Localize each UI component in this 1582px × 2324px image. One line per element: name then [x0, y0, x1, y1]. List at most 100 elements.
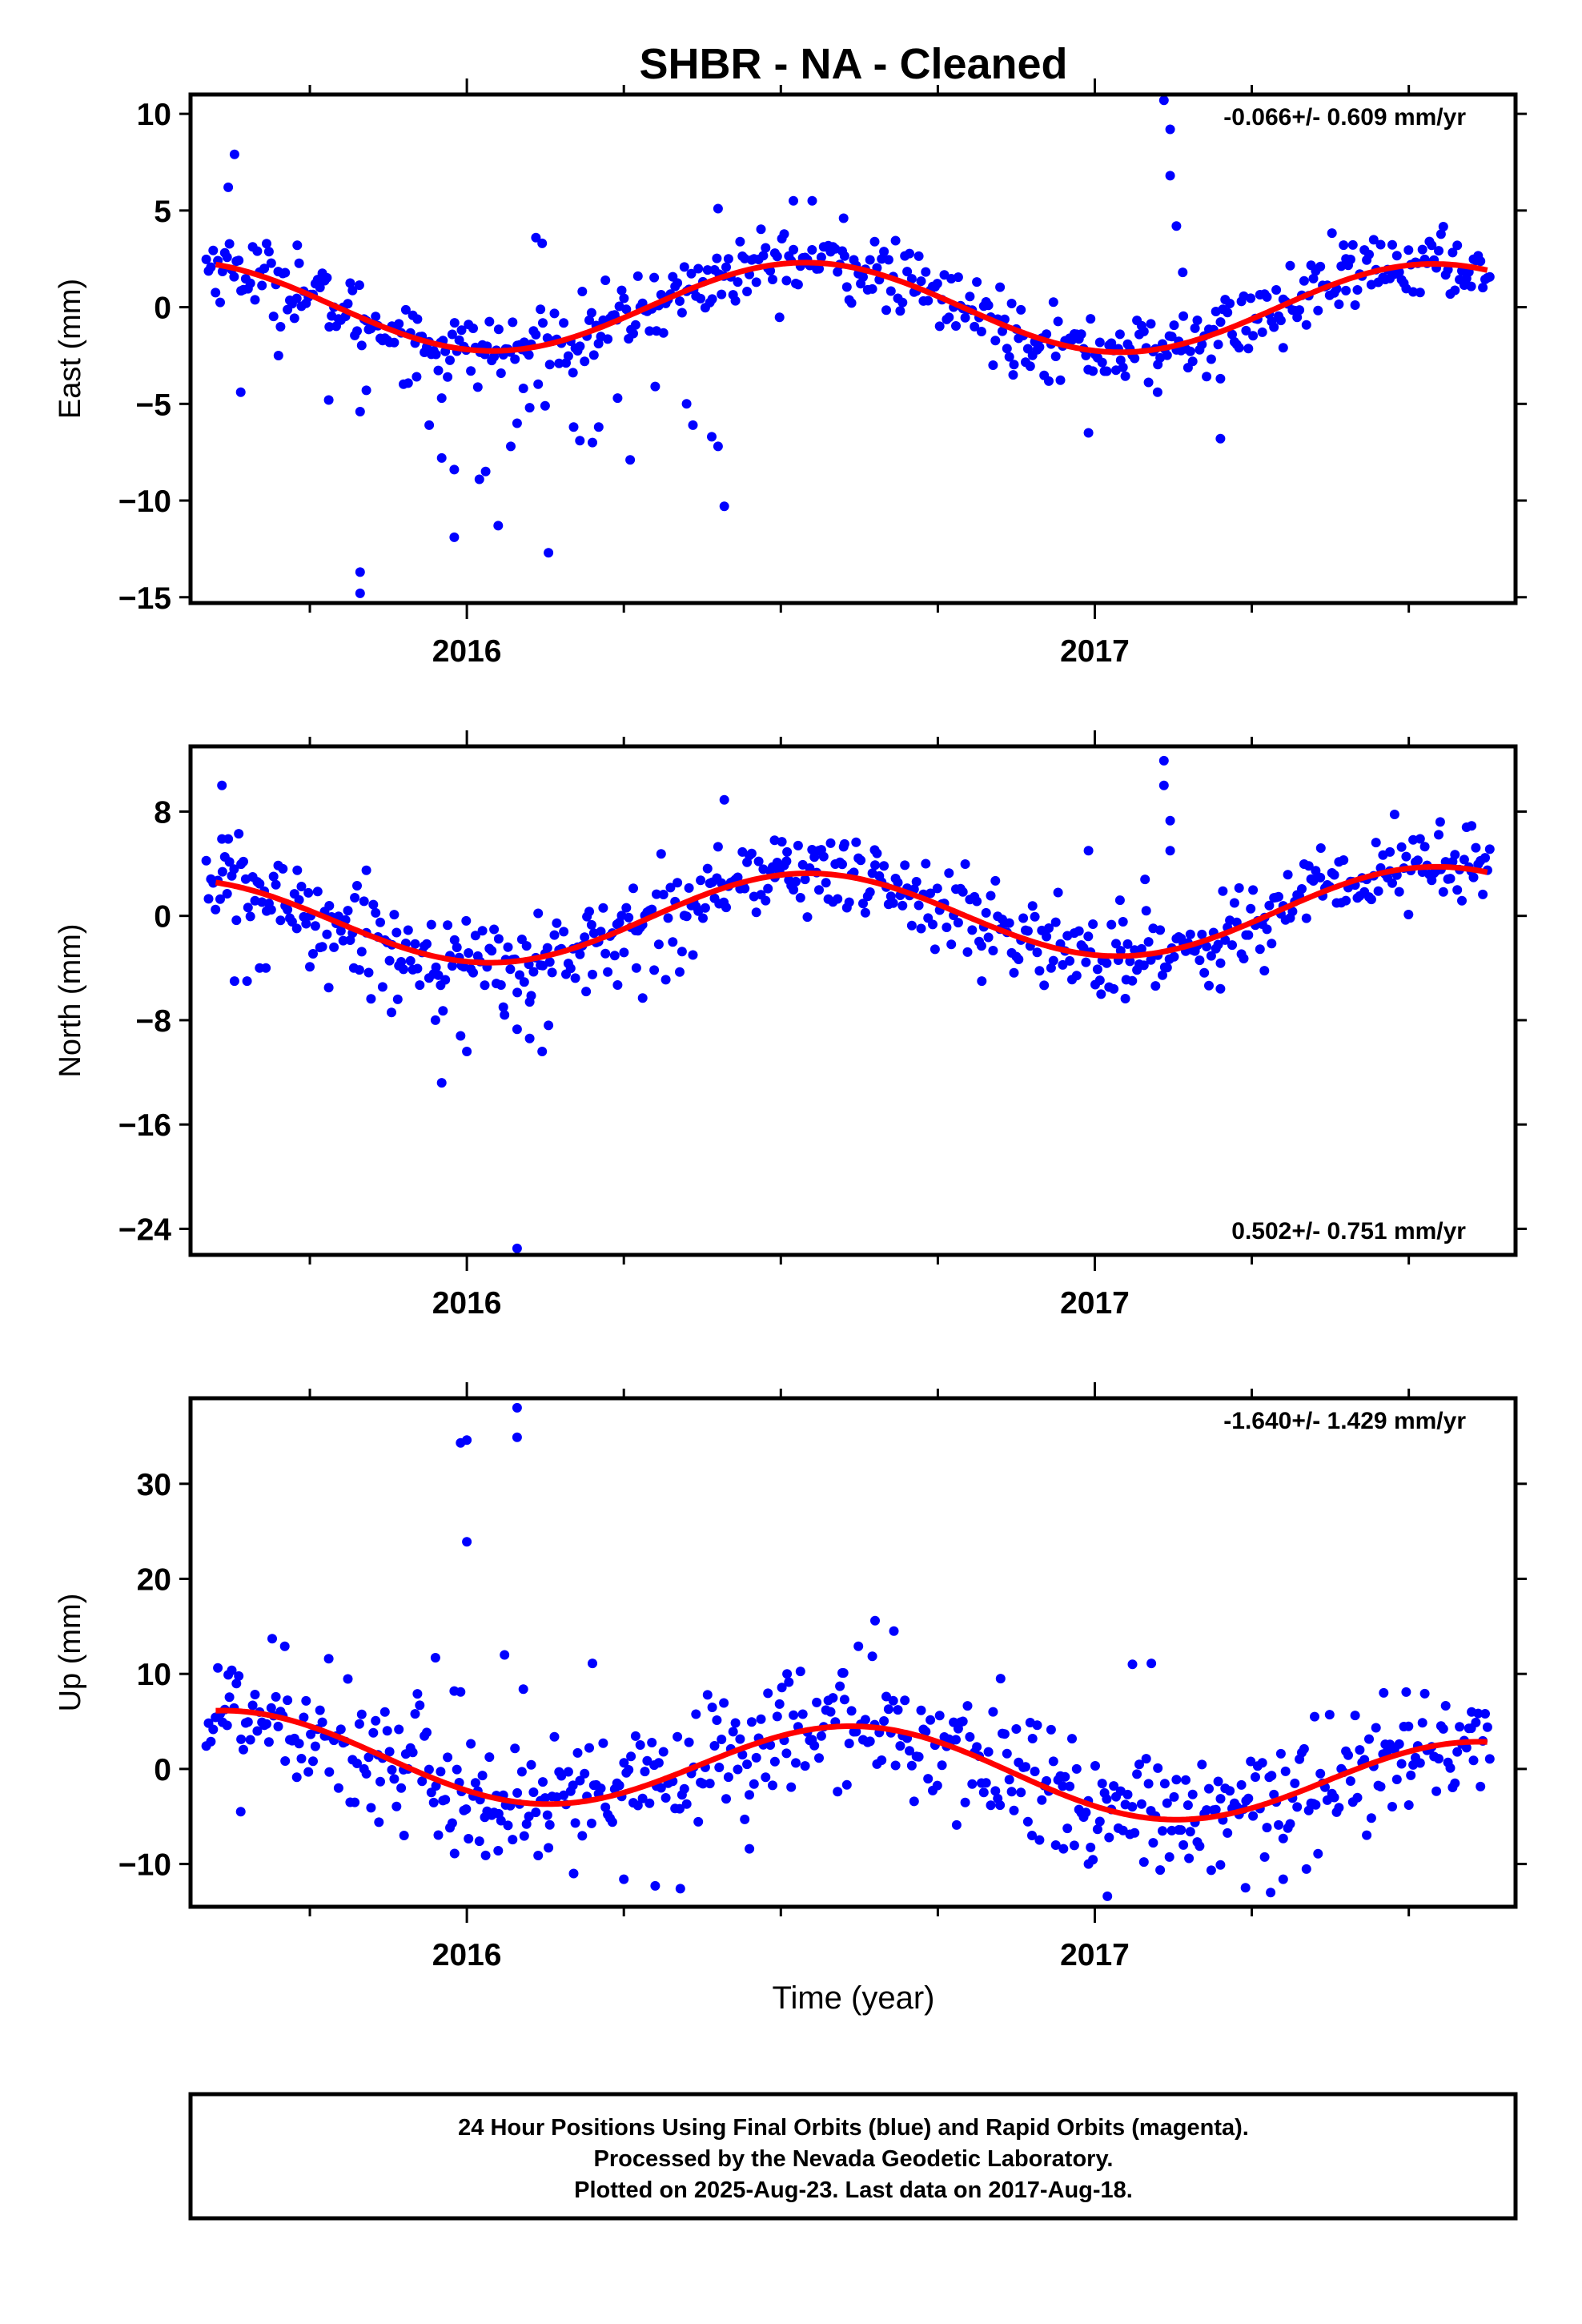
data-point: [675, 1884, 685, 1894]
y-tick-label: 0: [154, 900, 171, 935]
data-point: [371, 907, 381, 918]
up-y-axis-title: Up (mm): [54, 1594, 87, 1712]
data-point: [756, 1714, 766, 1724]
data-point: [301, 1695, 311, 1706]
data-point: [1055, 375, 1066, 385]
data-point: [1267, 939, 1277, 949]
footer-box: [188, 2092, 1518, 2221]
data-point: [354, 280, 364, 291]
data-point: [1341, 895, 1351, 906]
data-point: [1058, 1844, 1069, 1854]
data-point: [356, 947, 367, 957]
data-point: [431, 349, 441, 360]
data-point: [1009, 967, 1019, 978]
data-point: [1243, 1793, 1254, 1803]
data-point: [749, 1779, 759, 1789]
data-point: [510, 1743, 520, 1754]
up-panel: 30 20 10 0 −10 2016 2017 Up (mm) -1.640+/- 1.429…: [54, 1382, 1527, 1972]
data-point: [712, 253, 722, 263]
data-point: [1401, 1687, 1411, 1697]
data-point: [436, 393, 447, 404]
data-point: [518, 384, 528, 393]
data-point: [345, 278, 355, 288]
data-point: [447, 961, 457, 971]
data-point: [456, 1687, 466, 1697]
data-point: [361, 1768, 371, 1779]
data-point: [588, 437, 597, 448]
data-point: [371, 312, 381, 322]
data-point: [1109, 1781, 1119, 1791]
data-point: [1218, 886, 1228, 896]
data-point: [1450, 1778, 1460, 1788]
data-point: [273, 1721, 283, 1731]
data-point: [1478, 283, 1488, 293]
data-point: [255, 879, 265, 889]
data-point: [600, 948, 611, 959]
data-point: [570, 973, 580, 983]
data-point: [897, 900, 908, 911]
data-point: [315, 283, 325, 292]
data-point: [909, 1796, 919, 1807]
data-point: [962, 947, 973, 957]
data-point: [860, 1715, 870, 1725]
data-point: [1184, 1853, 1195, 1864]
data-point: [791, 1758, 801, 1768]
data-point: [556, 1771, 567, 1781]
data-point: [746, 1717, 757, 1727]
data-point: [1484, 271, 1495, 282]
data-point: [1044, 376, 1054, 386]
data-point: [607, 1817, 617, 1827]
y-tick-label: 5: [154, 195, 171, 229]
data-point: [1371, 838, 1381, 848]
data-point: [1004, 1775, 1014, 1785]
data-point: [1336, 261, 1347, 271]
data-point: [681, 399, 692, 409]
data-point: [1435, 229, 1446, 239]
data-point: [675, 967, 685, 977]
data-point: [1280, 1766, 1291, 1776]
data-point: [988, 946, 998, 955]
data-point: [1278, 343, 1288, 353]
data-point: [1083, 428, 1094, 438]
data-point: [1071, 971, 1082, 981]
data-point: [538, 318, 548, 328]
data-point: [1044, 923, 1054, 933]
data-point: [1181, 1775, 1191, 1785]
data-point: [879, 247, 889, 257]
data-point: [1419, 842, 1430, 852]
data-point: [1060, 1771, 1070, 1782]
data-point: [958, 1716, 968, 1727]
data-point: [391, 927, 402, 938]
data-point: [531, 1807, 541, 1818]
data-point: [1034, 1835, 1045, 1845]
data-point: [310, 1741, 320, 1751]
data-point: [768, 275, 777, 284]
data-point: [902, 267, 913, 277]
north-rate-label: 0.502+/- 0.751 mm/yr: [1231, 1218, 1466, 1244]
data-point: [1067, 1734, 1077, 1744]
data-point: [1450, 285, 1460, 296]
data-point: [1275, 1748, 1286, 1759]
data-point: [512, 1243, 522, 1253]
data-point: [745, 1790, 754, 1800]
data-point: [1016, 304, 1026, 315]
data-point: [1171, 1775, 1182, 1785]
data-point: [598, 1738, 608, 1748]
data-point: [644, 326, 655, 336]
data-point: [239, 856, 248, 866]
data-point: [846, 1706, 857, 1716]
data-point: [1457, 895, 1467, 906]
data-point: [897, 297, 908, 308]
data-point: [793, 840, 803, 850]
data-point: [584, 907, 594, 917]
data-point: [844, 897, 854, 907]
data-point: [1094, 1816, 1105, 1827]
data-point: [858, 271, 868, 282]
data-point: [447, 329, 457, 340]
data-point: [1152, 387, 1162, 397]
data-point: [223, 1670, 234, 1680]
data-point: [1452, 1747, 1463, 1757]
data-point: [239, 1744, 248, 1755]
data-point: [559, 1790, 569, 1800]
data-point: [600, 275, 611, 285]
